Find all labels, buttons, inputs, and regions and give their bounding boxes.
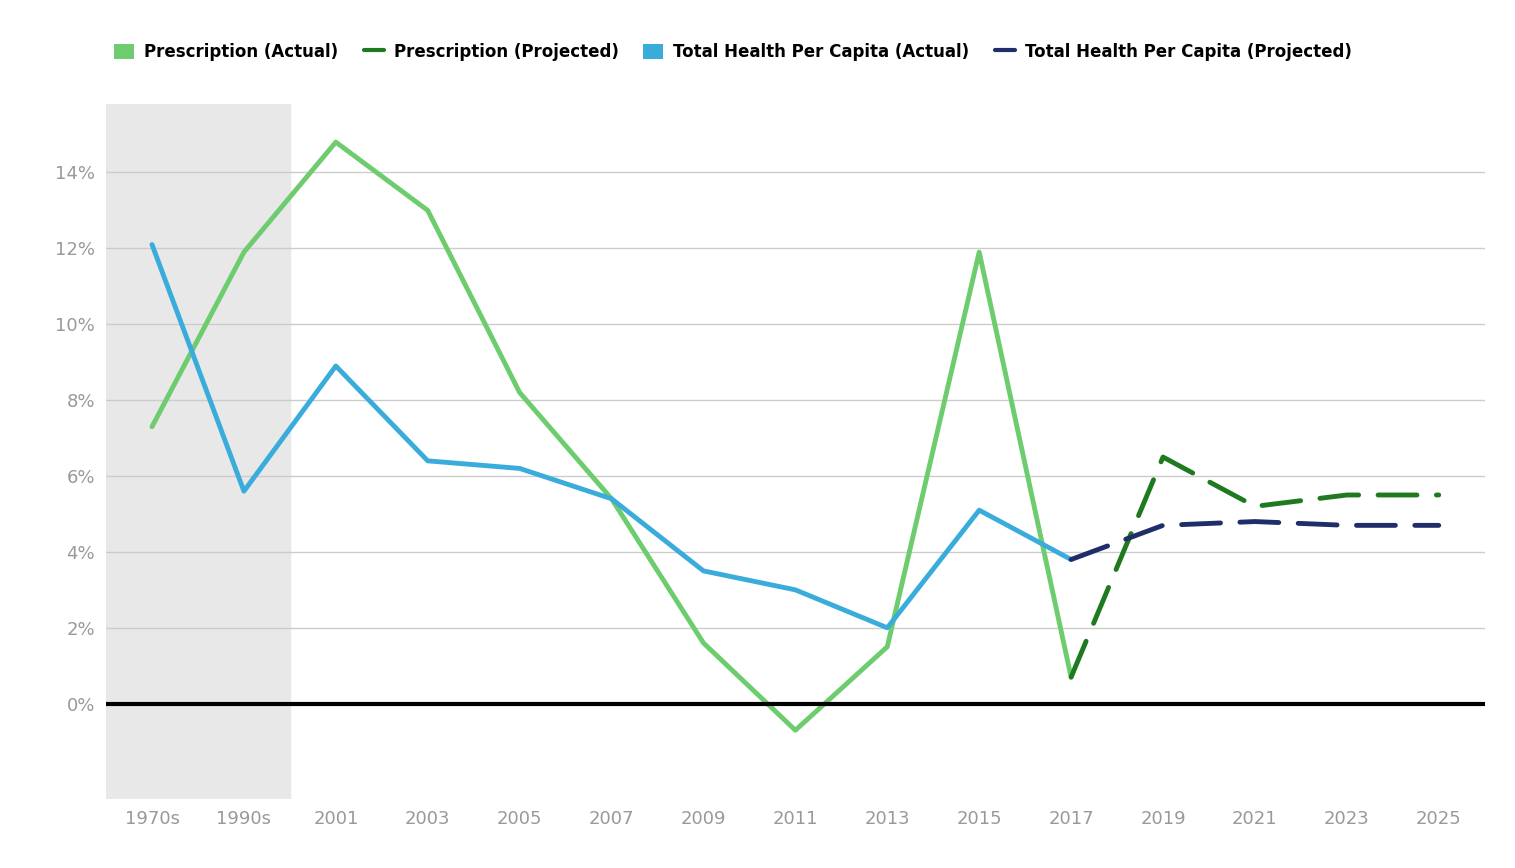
Bar xyxy=(106,104,289,799)
Legend: Prescription (Actual), Prescription (Projected), Total Health Per Capita (Actual: Prescription (Actual), Prescription (Pro… xyxy=(115,43,1351,61)
